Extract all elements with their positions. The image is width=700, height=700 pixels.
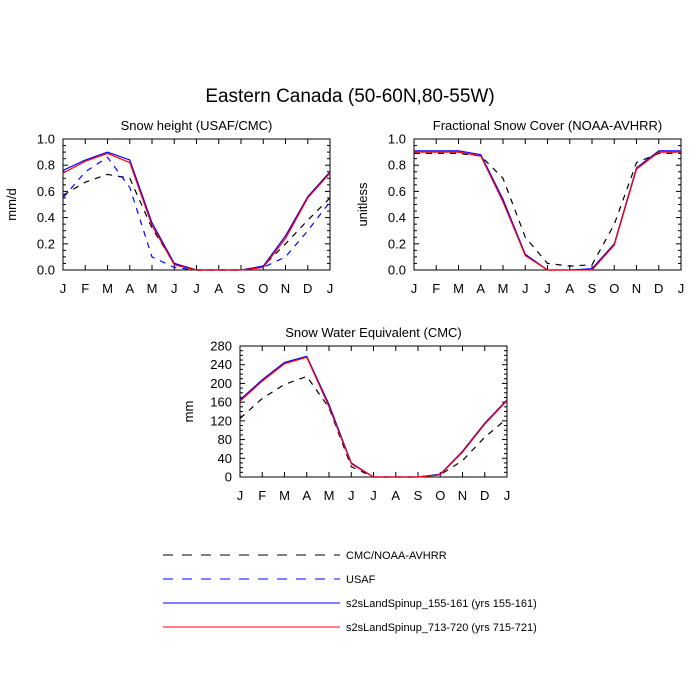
snow-cover-ylabel: unitless bbox=[355, 182, 370, 227]
snow-cover-xtick-label: A bbox=[476, 281, 485, 296]
snow-cover-ytick-label: 0.0 bbox=[388, 263, 406, 278]
snow-cover-xtick-label: J bbox=[544, 281, 551, 296]
snow-cover-ytick-label: 0.2 bbox=[388, 236, 406, 251]
snow-cover-title: Fractional Snow Cover (NOAA-AVHRR) bbox=[433, 118, 662, 133]
snow-cover-xtick-label: S bbox=[588, 281, 597, 296]
swe-series-s2slandspinup-155-161-yrs-155-161- bbox=[239, 355, 508, 478]
snow-height-ytick-label: 0.8 bbox=[37, 158, 55, 173]
swe-ytick-label: 0 bbox=[225, 470, 232, 485]
snow-cover-xtick-label: A bbox=[565, 281, 574, 296]
snow-height-xtick-label: A bbox=[125, 281, 134, 296]
snow-height-series-cmc-noaa-avhrr bbox=[62, 173, 331, 271]
swe-xtick-label: D bbox=[480, 488, 489, 503]
swe-title: Snow Water Equivalent (CMC) bbox=[285, 325, 462, 340]
snow-cover-series-s2slandspinup-155-161-yrs-155-161- bbox=[414, 150, 681, 271]
legend-label: USAF bbox=[346, 574, 376, 586]
snow-cover-ytick-label: 0.6 bbox=[388, 184, 406, 199]
snow-cover-xtick-label: M bbox=[498, 281, 509, 296]
snow-height-ytick-label: 0.0 bbox=[37, 263, 55, 278]
swe-ylabel: mm bbox=[181, 401, 196, 423]
snow-cover-xtick-label: D bbox=[654, 281, 663, 296]
legend: CMC/NOAA-AVHRR USAF s2sLandSpinup_155-161 … bbox=[163, 550, 537, 634]
snow-cover-xtick-label: J bbox=[678, 281, 685, 296]
swe-xtick-label: J bbox=[237, 488, 244, 503]
snow-cover-ytick-label: 0.4 bbox=[388, 210, 406, 225]
snow-height-ylabel: mm/d bbox=[4, 188, 19, 221]
snow-height-series-s2slandspinup-713-720-yrs-715-721- bbox=[62, 152, 331, 271]
swe-ytick-label: 120 bbox=[210, 413, 232, 428]
swe-ytick-label: 240 bbox=[210, 357, 232, 372]
swe-series-cmc-noaa-avhrr bbox=[239, 375, 508, 478]
snow-height-ytick-label: 1.0 bbox=[37, 132, 55, 147]
swe-xtick-label: A bbox=[391, 488, 400, 503]
swe-xtick-label: J bbox=[370, 488, 377, 503]
snow-cover-xtick-label: O bbox=[609, 281, 619, 296]
snow-height-xtick-label: J bbox=[327, 281, 334, 296]
snow-height-xtick-label: D bbox=[303, 281, 312, 296]
swe-xtick-label: F bbox=[258, 488, 266, 503]
snow-height-xtick-label: J bbox=[171, 281, 178, 296]
snow-height-xtick-label: O bbox=[258, 281, 268, 296]
swe-xtick-label: J bbox=[348, 488, 355, 503]
snow-height-xtick-label: M bbox=[102, 281, 113, 296]
snow-cover-xtick-label: F bbox=[432, 281, 440, 296]
snow-height-xtick-label: M bbox=[147, 281, 158, 296]
swe-xtick-label: A bbox=[302, 488, 311, 503]
swe-xtick-label: N bbox=[458, 488, 467, 503]
snow-height-xtick-label: J bbox=[193, 281, 200, 296]
swe-xtick-label: O bbox=[435, 488, 445, 503]
snow-height-ytick-label: 0.4 bbox=[37, 210, 55, 225]
snow-height-xtick-label: F bbox=[81, 281, 89, 296]
snow-cover-series-s2slandspinup-713-720-yrs-715-721- bbox=[414, 151, 681, 271]
swe-ytick-label: 40 bbox=[218, 451, 232, 466]
snow-height-ytick-label: 0.2 bbox=[37, 236, 55, 251]
snow-height-ytick-label: 0.6 bbox=[37, 184, 55, 199]
snow-cover-xtick-label: M bbox=[453, 281, 464, 296]
swe-panel: Snow Water Equivalent (CMC)mmJ F M A M J J A S O N… bbox=[181, 325, 510, 503]
swe-xtick-label: M bbox=[279, 488, 290, 503]
snow-cover-xtick-label: J bbox=[411, 281, 418, 296]
figure-title: Eastern Canada (50-60N,80-55W) bbox=[205, 86, 495, 107]
snow-height-xtick-label: S bbox=[237, 281, 246, 296]
snow-cover-series-cmc-noaa-avhrr bbox=[414, 152, 681, 267]
snow-cover-ytick-label: 0.8 bbox=[388, 158, 406, 173]
snow-height-panel: Snow height (USAF/CMC)mm/dJ F M A M J J A S O N D J0… bbox=[4, 118, 333, 296]
snow-cover-xtick-label: J bbox=[522, 281, 529, 296]
snow-height-xtick-label: A bbox=[214, 281, 223, 296]
snow-height-frame bbox=[62, 138, 331, 271]
snow-height-title: Snow height (USAF/CMC) bbox=[121, 118, 273, 133]
snow-height-xtick-label: N bbox=[281, 281, 290, 296]
swe-ytick-label: 200 bbox=[210, 376, 232, 391]
swe-xtick-label: J bbox=[504, 488, 511, 503]
snow-cover-frame bbox=[413, 138, 682, 271]
swe-ytick-label: 280 bbox=[210, 339, 232, 354]
snow-cover-panel: Fractional Snow Cover (NOAA-AVHRR) unitle… bbox=[355, 118, 684, 296]
swe-ytick-label: 160 bbox=[210, 395, 232, 410]
snow-height-xtick-label: J bbox=[60, 281, 67, 296]
swe-xtick-label: S bbox=[414, 488, 423, 503]
legend-label: s2sLandSpinup_713-720 (yrs 715-721) bbox=[346, 622, 537, 634]
snow-cover-xtick-label: N bbox=[632, 281, 641, 296]
snow-height-series-usaf bbox=[62, 156, 331, 271]
swe-ytick-label: 80 bbox=[218, 432, 232, 447]
snow-cover-ytick-label: 1.0 bbox=[388, 132, 406, 147]
legend-label: s2sLandSpinup_155-161 (yrs 155-161) bbox=[346, 598, 537, 610]
swe-xtick-label: M bbox=[324, 488, 335, 503]
swe-series-s2slandspinup-713-720-yrs-715-721- bbox=[239, 356, 508, 478]
legend-label: CMC/NOAA-AVHRR bbox=[346, 550, 447, 562]
